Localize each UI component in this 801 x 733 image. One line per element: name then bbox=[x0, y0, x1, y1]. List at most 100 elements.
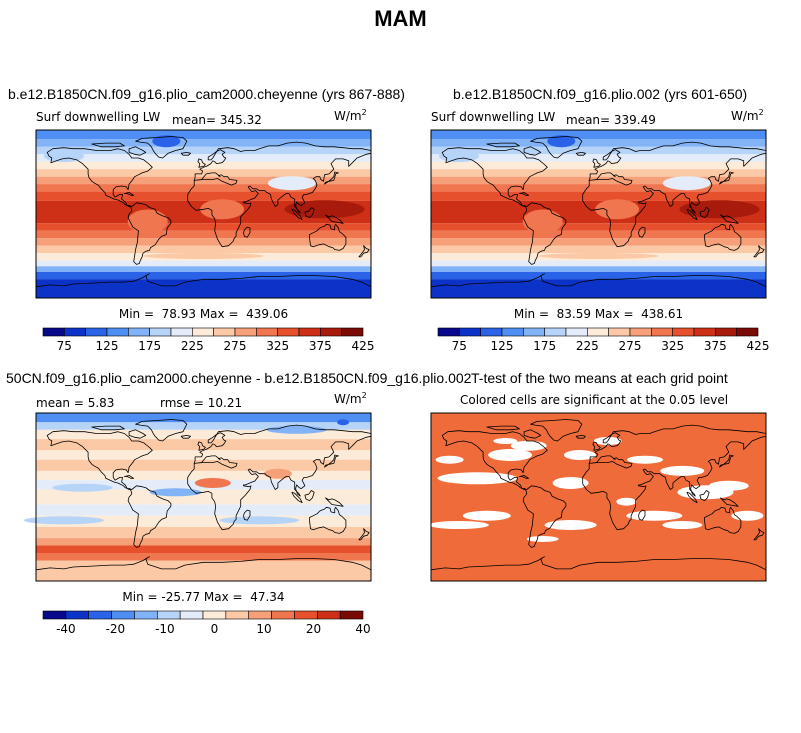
panel2-variable: Surf downwelling LW bbox=[431, 110, 556, 124]
map1-field-band bbox=[36, 154, 371, 162]
coastline-south-america bbox=[522, 202, 567, 265]
colorbar-tick-label: 0 bbox=[211, 622, 219, 636]
map1-field-band bbox=[36, 279, 371, 298]
coastline-greenland bbox=[135, 136, 188, 159]
non-significant-cell bbox=[435, 455, 464, 464]
colorbar-tick-label: 325 bbox=[661, 339, 684, 353]
coastline-greenland bbox=[530, 136, 583, 159]
map2-southern-band bbox=[538, 253, 659, 259]
colorbar-swatch bbox=[587, 327, 609, 337]
map1-africa-field bbox=[200, 199, 245, 220]
colorbar-tick-label: 175 bbox=[138, 339, 161, 353]
coastline-north-america bbox=[441, 147, 548, 207]
colorbar-swatch bbox=[128, 327, 150, 337]
map2-field-band bbox=[431, 266, 766, 272]
panel1-colorbar: 75 125 175 225 275 325 375 425 bbox=[42, 327, 374, 353]
coastline-cuba bbox=[124, 192, 135, 196]
non-significant-cell bbox=[626, 510, 683, 521]
map3-field-band bbox=[36, 439, 371, 451]
coastline-baffin bbox=[128, 146, 147, 156]
colorbar-swatch bbox=[106, 327, 129, 337]
panel1-variable: Surf downwelling LW bbox=[36, 110, 161, 124]
coastline-cuba bbox=[124, 475, 135, 479]
map3-field-band bbox=[36, 413, 371, 423]
panel2-title: b.e12.B1850CN.f09_g16.plio.002 (yrs 601-… bbox=[453, 86, 748, 102]
panel2-units: W/m2 bbox=[731, 108, 764, 123]
panel1-units-exp: 2 bbox=[361, 108, 367, 117]
colorbar-swatch bbox=[192, 327, 214, 337]
map3-pacific-negative bbox=[52, 483, 113, 492]
coastline-sumatra bbox=[686, 491, 698, 503]
panel4-map bbox=[428, 412, 767, 582]
map1-field-band bbox=[36, 230, 371, 239]
map1-field-band bbox=[36, 271, 371, 280]
panel3-mean: mean = 5.83 bbox=[36, 396, 115, 410]
map1-field-band bbox=[36, 245, 371, 254]
panel1-units: W/m2 bbox=[334, 108, 367, 123]
map1-field-band bbox=[36, 161, 371, 170]
map3-field-band bbox=[36, 545, 371, 553]
coastline-eurasia-africa bbox=[187, 141, 372, 248]
coastline-sumatra bbox=[291, 491, 303, 503]
map3-indian-ocean-negative bbox=[219, 516, 300, 525]
map3-field-band bbox=[36, 553, 371, 561]
colorbar-swatch bbox=[459, 327, 481, 337]
colorbar-swatch bbox=[736, 327, 759, 337]
coastline-borneo bbox=[304, 490, 315, 502]
colorbar-swatch bbox=[248, 610, 272, 620]
coastline-new-zealand bbox=[358, 245, 370, 258]
colorbar-swatch bbox=[88, 610, 112, 620]
map2-field-band bbox=[431, 260, 766, 267]
coastline-british-isles bbox=[197, 158, 206, 168]
coastline-madagascar bbox=[243, 226, 251, 238]
map1-field-band bbox=[36, 260, 371, 267]
colorbar-tick-label: 175 bbox=[533, 339, 556, 353]
map2-field-band bbox=[431, 223, 766, 231]
colorbar-swatch bbox=[149, 327, 172, 337]
colorbar-swatch bbox=[271, 610, 295, 620]
map2-field-band bbox=[431, 139, 766, 147]
coastline-arctic-islands bbox=[91, 425, 125, 431]
coastline-new-guinea bbox=[324, 497, 344, 507]
coastline-sumatra bbox=[686, 208, 698, 220]
map2-field-band bbox=[431, 176, 766, 185]
coastline-japan bbox=[324, 454, 339, 468]
panel3-colorbar: -40 -20 -10 0 10 20 40 bbox=[42, 610, 371, 636]
colorbar-tick-label: 40 bbox=[355, 622, 370, 636]
colorbar-tick-label: 275 bbox=[619, 339, 642, 353]
non-significant-cell bbox=[437, 472, 518, 485]
colorbar-swatch bbox=[316, 610, 341, 620]
map2-tibet-cold-spot bbox=[662, 176, 711, 191]
panel3-units-exp: 2 bbox=[361, 391, 367, 400]
map2-field-band bbox=[431, 238, 766, 246]
colorbar-swatch bbox=[298, 327, 321, 337]
coastline-eurasia-africa bbox=[582, 424, 767, 531]
panel2-units-exp: 2 bbox=[758, 108, 764, 117]
panel3-title: 50CN.f09_g16.plio_cam2000.cheyenne - b.e… bbox=[6, 370, 472, 386]
map1-warm-pool bbox=[284, 200, 365, 219]
map3-south-pacific-negative bbox=[23, 516, 104, 525]
coastline-south-america bbox=[127, 202, 172, 265]
colorbar-tick-label: 425 bbox=[352, 339, 375, 353]
colorbar-swatch bbox=[339, 610, 364, 620]
non-significant-cell bbox=[708, 480, 749, 491]
colorbar-swatch bbox=[672, 327, 695, 337]
map3-field-band bbox=[36, 429, 371, 440]
map1-field-band bbox=[36, 169, 371, 177]
map2-field-band bbox=[431, 245, 766, 254]
colorbar-swatch bbox=[213, 327, 236, 337]
colorbar-swatch bbox=[523, 327, 545, 337]
coastline-north-america bbox=[46, 430, 153, 490]
colorbar-swatch bbox=[651, 327, 673, 337]
coastline-borneo bbox=[699, 490, 710, 502]
map3-india-positive bbox=[263, 468, 292, 479]
colorbar-swatch bbox=[256, 327, 278, 337]
colorbar-swatch bbox=[437, 327, 460, 337]
non-significant-cell bbox=[616, 497, 637, 506]
colorbar-swatch bbox=[202, 610, 227, 620]
map2-africa-field bbox=[595, 199, 640, 220]
panel2-units-base: W/m bbox=[731, 109, 759, 123]
colorbar-tick-label: 225 bbox=[576, 339, 599, 353]
map3-field-band bbox=[36, 538, 371, 546]
coastline-british-isles bbox=[592, 158, 601, 168]
